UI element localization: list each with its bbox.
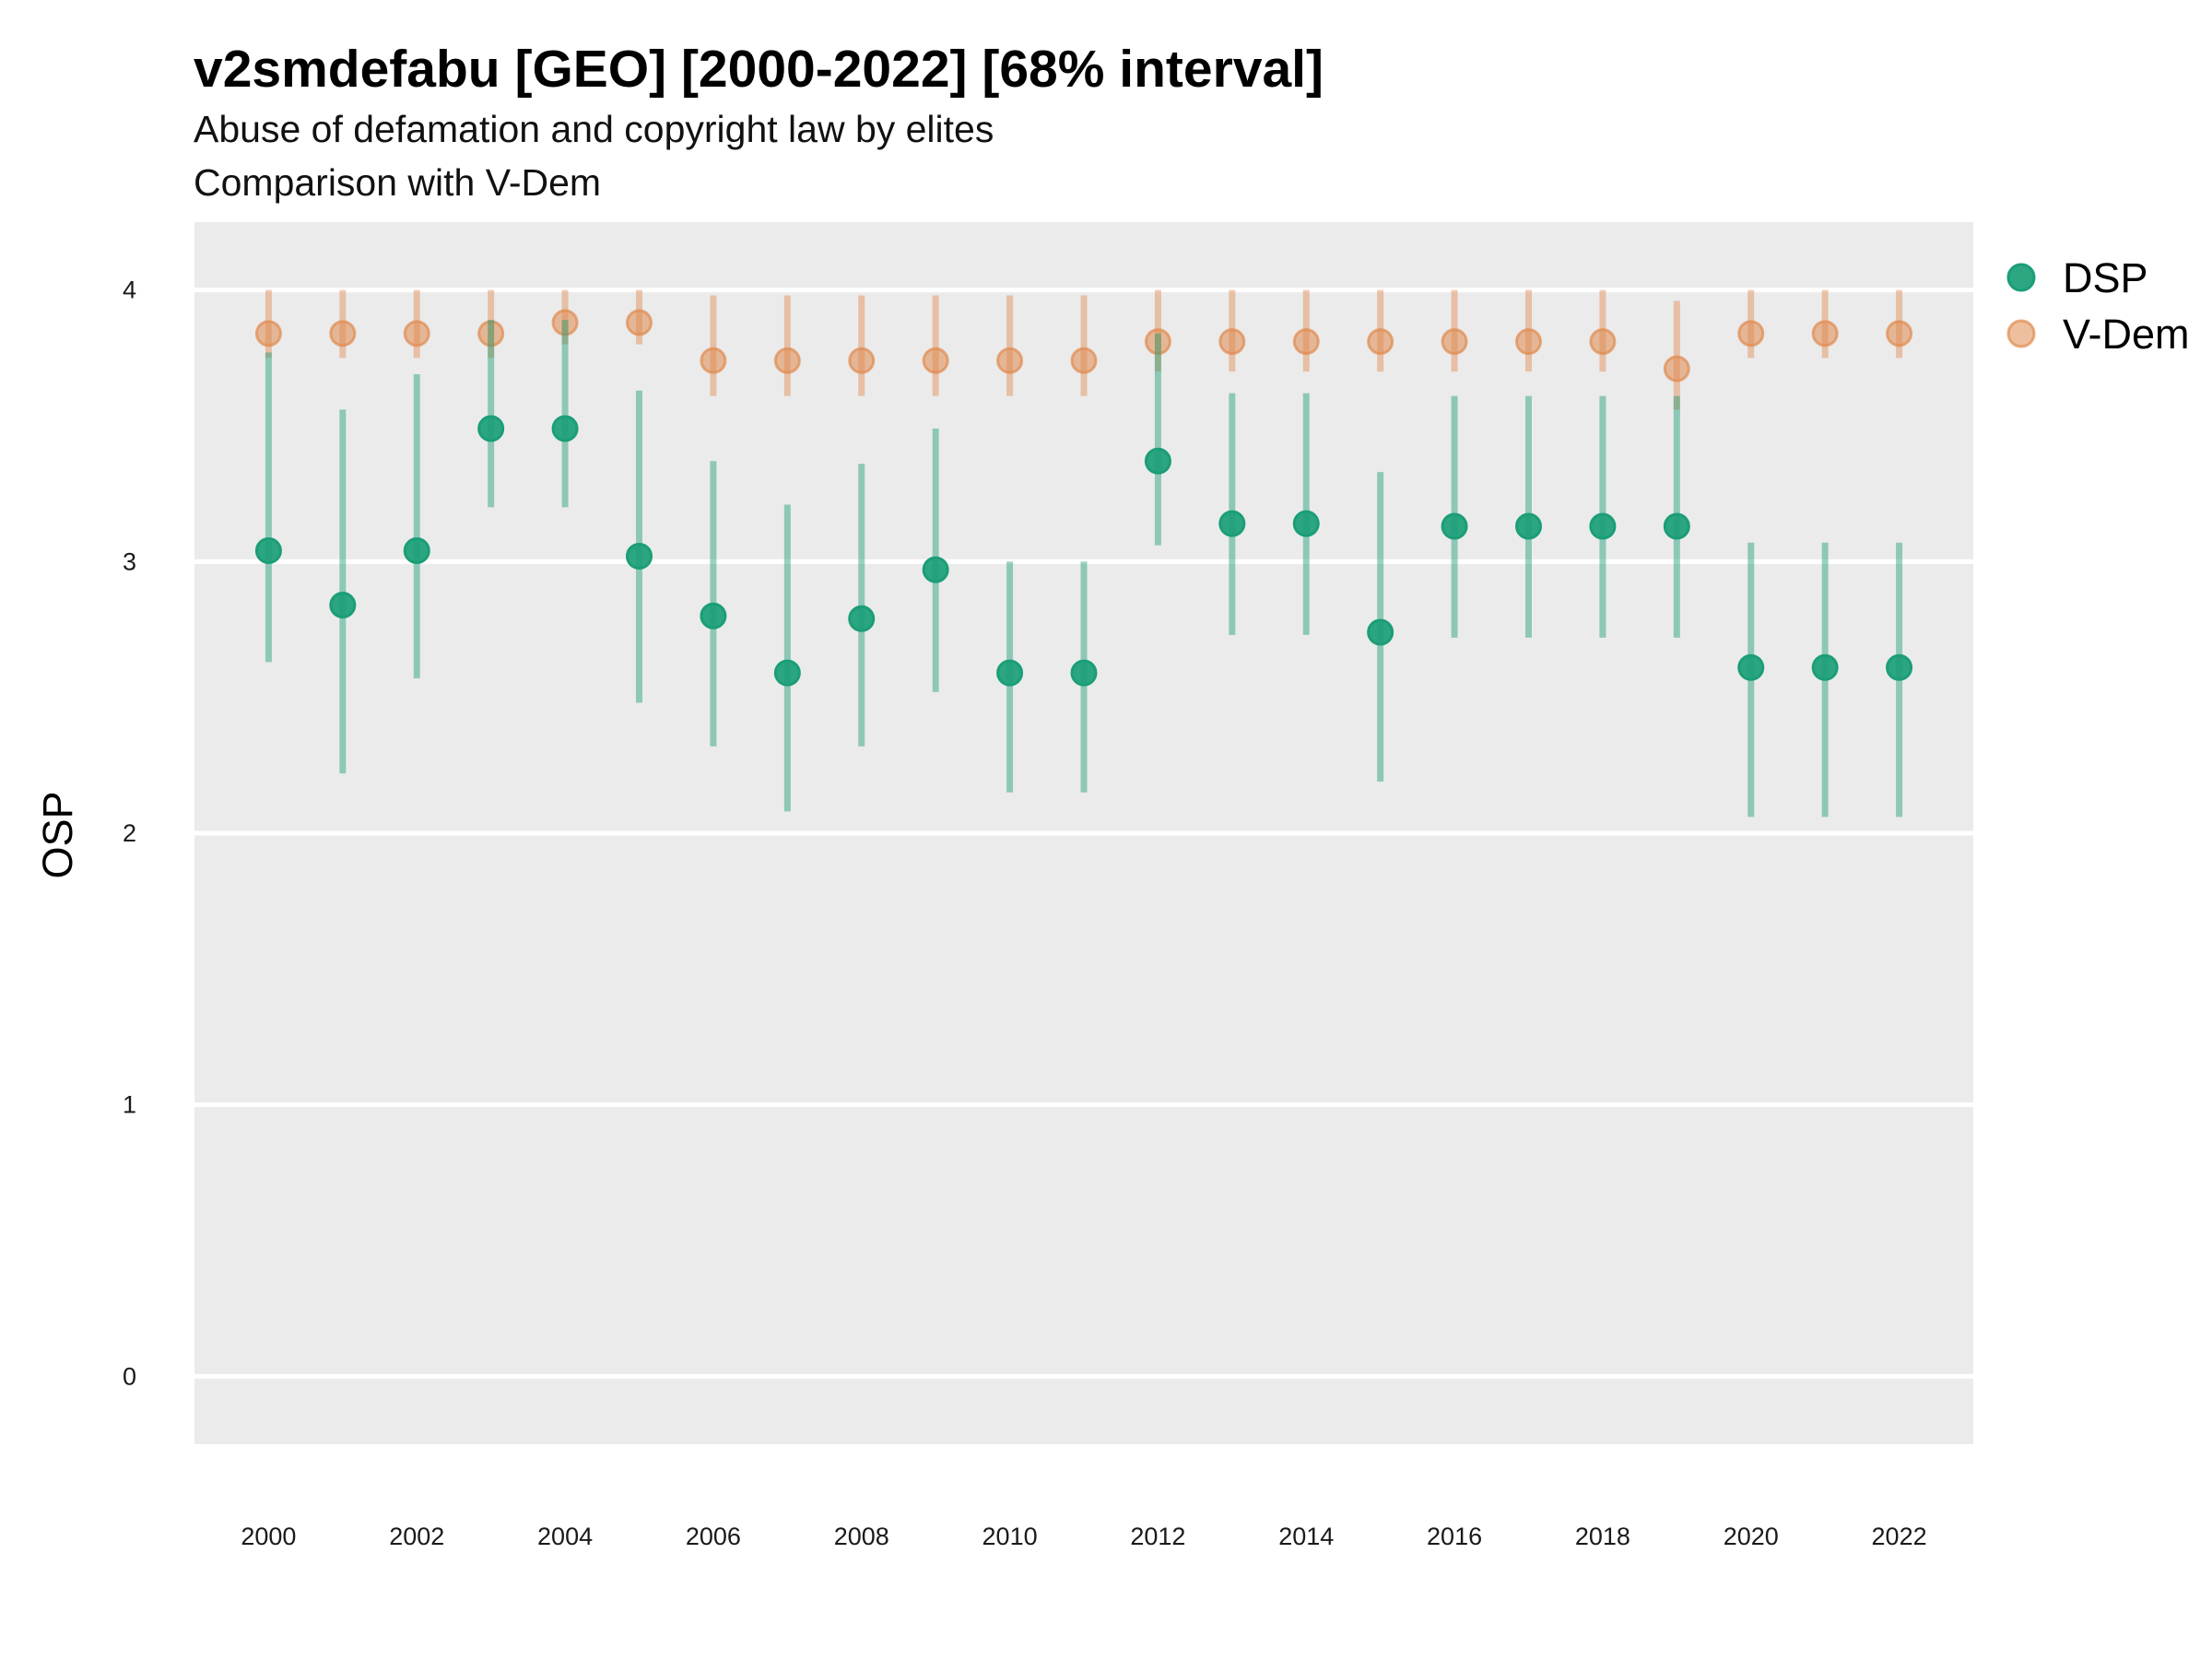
- grid-lines: [194, 288, 1973, 1379]
- dsp-point-2018: [1589, 512, 1617, 540]
- dsp-point-2016: [1441, 512, 1468, 540]
- vdem-point-2015: [1367, 328, 1394, 356]
- y-tick-label: 4: [123, 276, 136, 304]
- legend-dsp-marker: [2006, 263, 2036, 292]
- dsp-point-2020: [1737, 653, 1765, 681]
- vdem-point-2013: [1218, 328, 1246, 356]
- y-axis-tick-labels: 0 1 2 3 4: [123, 276, 136, 1391]
- vdem-point-2018: [1589, 328, 1617, 356]
- x-tick-label: 2020: [1724, 1523, 1779, 1550]
- dsp-point-2011: [1070, 659, 1098, 687]
- chart-title: v2smdefabu [GEO] [2000-2022] [68% interv…: [194, 40, 1324, 99]
- chart-caption: Comparison with V-Dem: [194, 161, 601, 204]
- vdem-point-2003: [477, 320, 505, 347]
- x-tick-label: 2018: [1575, 1523, 1630, 1550]
- vdem-point-2002: [403, 320, 430, 347]
- y-tick-label: 1: [123, 1091, 136, 1119]
- vdem-point-2019: [1663, 355, 1690, 382]
- chart-subtitle: Abuse of defamation and copyright law by…: [194, 108, 994, 150]
- vdem-point-2001: [329, 320, 357, 347]
- vdem-point-2016: [1441, 328, 1468, 356]
- dsp-point-2006: [700, 602, 727, 629]
- y-tick-label: 0: [123, 1362, 136, 1390]
- series-dsp: [254, 320, 1913, 818]
- data-series: [254, 289, 1913, 818]
- dsp-point-2003: [477, 415, 505, 442]
- x-tick-label: 2002: [389, 1523, 444, 1550]
- x-tick-label: 2012: [1130, 1523, 1185, 1550]
- dsp-point-2022: [1886, 653, 1913, 681]
- dsp-point-2005: [626, 542, 653, 570]
- vdem-point-2009: [922, 347, 949, 374]
- vdem-point-2011: [1070, 347, 1098, 374]
- x-tick-label: 2004: [537, 1523, 593, 1550]
- dsp-point-2009: [922, 556, 949, 583]
- dsp-point-2004: [551, 415, 579, 442]
- vdem-point-2000: [254, 320, 282, 347]
- vdem-point-2005: [626, 309, 653, 336]
- x-tick-label: 2006: [686, 1523, 741, 1550]
- vdem-point-2021: [1811, 320, 1839, 347]
- dsp-point-2010: [996, 659, 1024, 687]
- y-axis-title: OSP: [34, 791, 81, 878]
- dsp-point-2008: [848, 605, 876, 632]
- legend: DSP V-Dem: [2006, 254, 2190, 358]
- vdem-point-2017: [1515, 328, 1542, 356]
- x-tick-label: 2008: [834, 1523, 889, 1550]
- dsp-point-2002: [403, 537, 430, 565]
- y-tick-label: 3: [123, 547, 136, 575]
- x-tick-label: 2014: [1278, 1523, 1334, 1550]
- legend-vdem-marker: [2006, 319, 2036, 348]
- vdem-point-2014: [1292, 328, 1320, 356]
- vdem-point-2006: [700, 347, 727, 374]
- dsp-point-2013: [1218, 510, 1246, 537]
- vdem-point-2004: [551, 309, 579, 336]
- dsp-point-2014: [1292, 510, 1320, 537]
- vdem-point-2022: [1886, 320, 1913, 347]
- dsp-point-2007: [773, 659, 801, 687]
- dsp-point-2017: [1515, 512, 1542, 540]
- legend-dsp-label: DSP: [2063, 254, 2148, 301]
- vdem-point-2007: [773, 347, 801, 374]
- x-tick-label: 2022: [1872, 1523, 1927, 1550]
- x-tick-label: 2000: [241, 1523, 296, 1550]
- dsp-point-2021: [1811, 653, 1839, 681]
- vdem-point-2020: [1737, 320, 1765, 347]
- vdem-point-2008: [848, 347, 876, 374]
- dsp-point-2019: [1663, 512, 1690, 540]
- vdem-point-2012: [1144, 328, 1171, 356]
- x-tick-label: 2010: [982, 1523, 1038, 1550]
- x-tick-label: 2016: [1427, 1523, 1482, 1550]
- y-tick-label: 2: [123, 819, 136, 847]
- vdem-point-2010: [996, 347, 1024, 374]
- dsp-point-2000: [254, 537, 282, 565]
- legend-vdem-label: V-Dem: [2063, 311, 2190, 358]
- dsp-point-2012: [1144, 447, 1171, 475]
- x-axis-tick-labels: 2000 2002 2004 2006 2008 2010 2012 2014 2016 2018…: [241, 1523, 1926, 1550]
- series-vdem: [254, 289, 1913, 410]
- dsp-point-2015: [1367, 618, 1394, 646]
- dsp-point-2001: [329, 591, 357, 618]
